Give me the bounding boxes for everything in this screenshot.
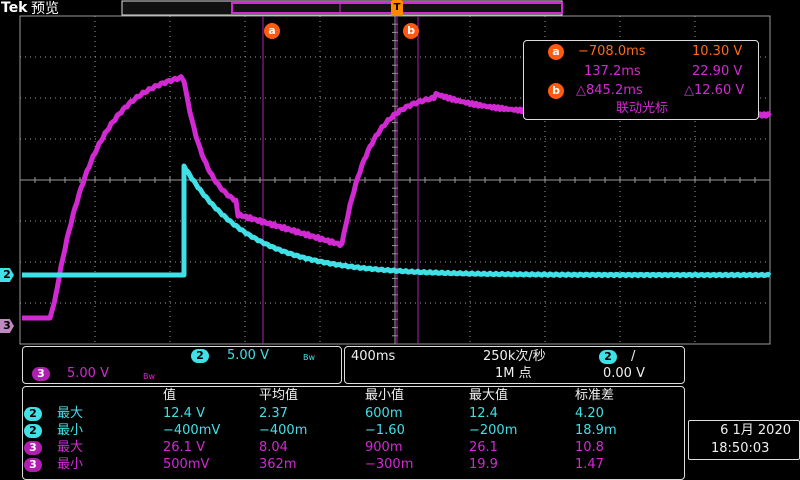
measurement-column-header: 值 — [163, 388, 177, 403]
time-text: 18:50:03 — [711, 441, 770, 456]
horizontal-scale[interactable]: 400ms — [351, 349, 396, 364]
measurement-cell: 900m — [365, 440, 403, 455]
channel-settings-panel[interactable]: 2 5.00 V Bw 3 5.00 V Bw — [22, 346, 342, 384]
ch2-waveform — [22, 163, 772, 279]
measurement-cell: 362m — [259, 457, 297, 472]
cursor-readout-panel[interactable]: a −708.0ms 10.30 V 137.2ms 22.90 V b △84… — [523, 40, 759, 120]
readout-b-icon: b — [548, 83, 564, 99]
measurement-cell: 500mV — [163, 457, 210, 472]
record-length: 1M 点 — [495, 366, 532, 381]
date-text: 6 1月 2020 — [720, 423, 791, 438]
cursor-b-marker[interactable]: b — [403, 23, 419, 39]
measurement-column-header: 最小值 — [365, 388, 405, 403]
measurement-cell: −400mV — [163, 423, 221, 438]
measurement-cell: 4.20 — [575, 406, 604, 421]
measurement-cell: 10.8 — [575, 440, 604, 455]
trigger-slope-icon: / — [631, 349, 636, 364]
measurement-cell: −200m — [469, 423, 518, 438]
sample-rate: 250k次/秒 — [483, 349, 546, 364]
ch2-ground-marker[interactable]: 2 — [0, 268, 14, 282]
measurement-row-channel-badge: 2 — [24, 407, 42, 421]
cursor-lines[interactable] — [262, 16, 419, 344]
measurement-cell: 26.1 V — [163, 440, 205, 455]
measurement-cell: 1.47 — [575, 457, 604, 472]
datetime-panel: 6 1月 2020 18:50:03 — [688, 420, 800, 460]
ch2-badge: 2 — [191, 349, 209, 363]
ch3-ground-marker[interactable]: 3 — [0, 319, 14, 333]
measurement-column-header: 平均值 — [259, 388, 299, 403]
mode-label: 预览 — [31, 1, 59, 17]
ch3-bandwidth-icon: Bw — [143, 372, 156, 381]
readout-a-icon: a — [548, 44, 564, 60]
trigger-position-icon[interactable]: T — [391, 0, 403, 16]
readout-b-volt: 22.90 V — [692, 64, 743, 79]
measurement-column-header: 最大值 — [469, 388, 509, 403]
readout-b-time: 137.2ms — [584, 64, 641, 79]
measurement-row-label: 最小 — [57, 457, 84, 472]
measurement-column-header: 标准差 — [575, 388, 615, 403]
measurement-row-channel-badge: 2 — [24, 424, 42, 438]
measurement-cell: 2.37 — [259, 406, 288, 421]
ch3-badge: 3 — [32, 367, 50, 381]
measurement-cell: 18.9m — [575, 423, 617, 438]
trigger-level[interactable]: 0.00 V — [603, 366, 645, 381]
measurement-cell: 26.1 — [469, 440, 498, 455]
measurement-row-channel-badge: 3 — [24, 441, 42, 455]
measurement-row-label: 最大 — [57, 406, 84, 421]
readout-a-time: −708.0ms — [578, 44, 646, 59]
measurement-cell: −400m — [259, 423, 308, 438]
readout-delta-time: △845.2ms — [576, 83, 643, 98]
trigger-source-badge[interactable]: 2 — [599, 350, 617, 364]
measurement-cell: 12.4 — [469, 406, 498, 421]
measurement-cell: 600m — [365, 406, 403, 421]
ch2-scale[interactable]: 5.00 V — [227, 348, 269, 363]
record-view-bar[interactable] — [121, 0, 563, 16]
measurement-row-label: 最大 — [57, 440, 84, 455]
measurement-row-channel-badge: 3 — [24, 458, 42, 472]
readout-delta-volt: △12.60 V — [684, 83, 745, 98]
brand-logo: Tek — [1, 0, 28, 16]
measurement-cell: 8.04 — [259, 440, 288, 455]
measurement-cell: −1.60 — [365, 423, 405, 438]
linked-cursor-label: 联动光标 — [616, 101, 669, 116]
measurement-row-label: 最小 — [57, 423, 84, 438]
cursor-a-marker[interactable]: a — [264, 23, 280, 39]
measurement-cell: −300m — [365, 457, 414, 472]
readout-a-volt: 10.30 V — [692, 44, 743, 59]
measurement-panel[interactable]: 值 平均值 最小值 最大值 标准差 2 最大 12.4 V 2.37 600m 12.4 4.20 2… — [22, 386, 685, 480]
measurement-cell: 12.4 V — [163, 406, 205, 421]
measurement-cell: 19.9 — [469, 457, 498, 472]
ch2-bandwidth-icon: Bw — [303, 353, 316, 362]
ch3-scale[interactable]: 5.00 V — [67, 366, 109, 381]
timebase-panel[interactable]: 400ms 250k次/秒 1M 点 2 / 0.00 V — [344, 346, 685, 384]
